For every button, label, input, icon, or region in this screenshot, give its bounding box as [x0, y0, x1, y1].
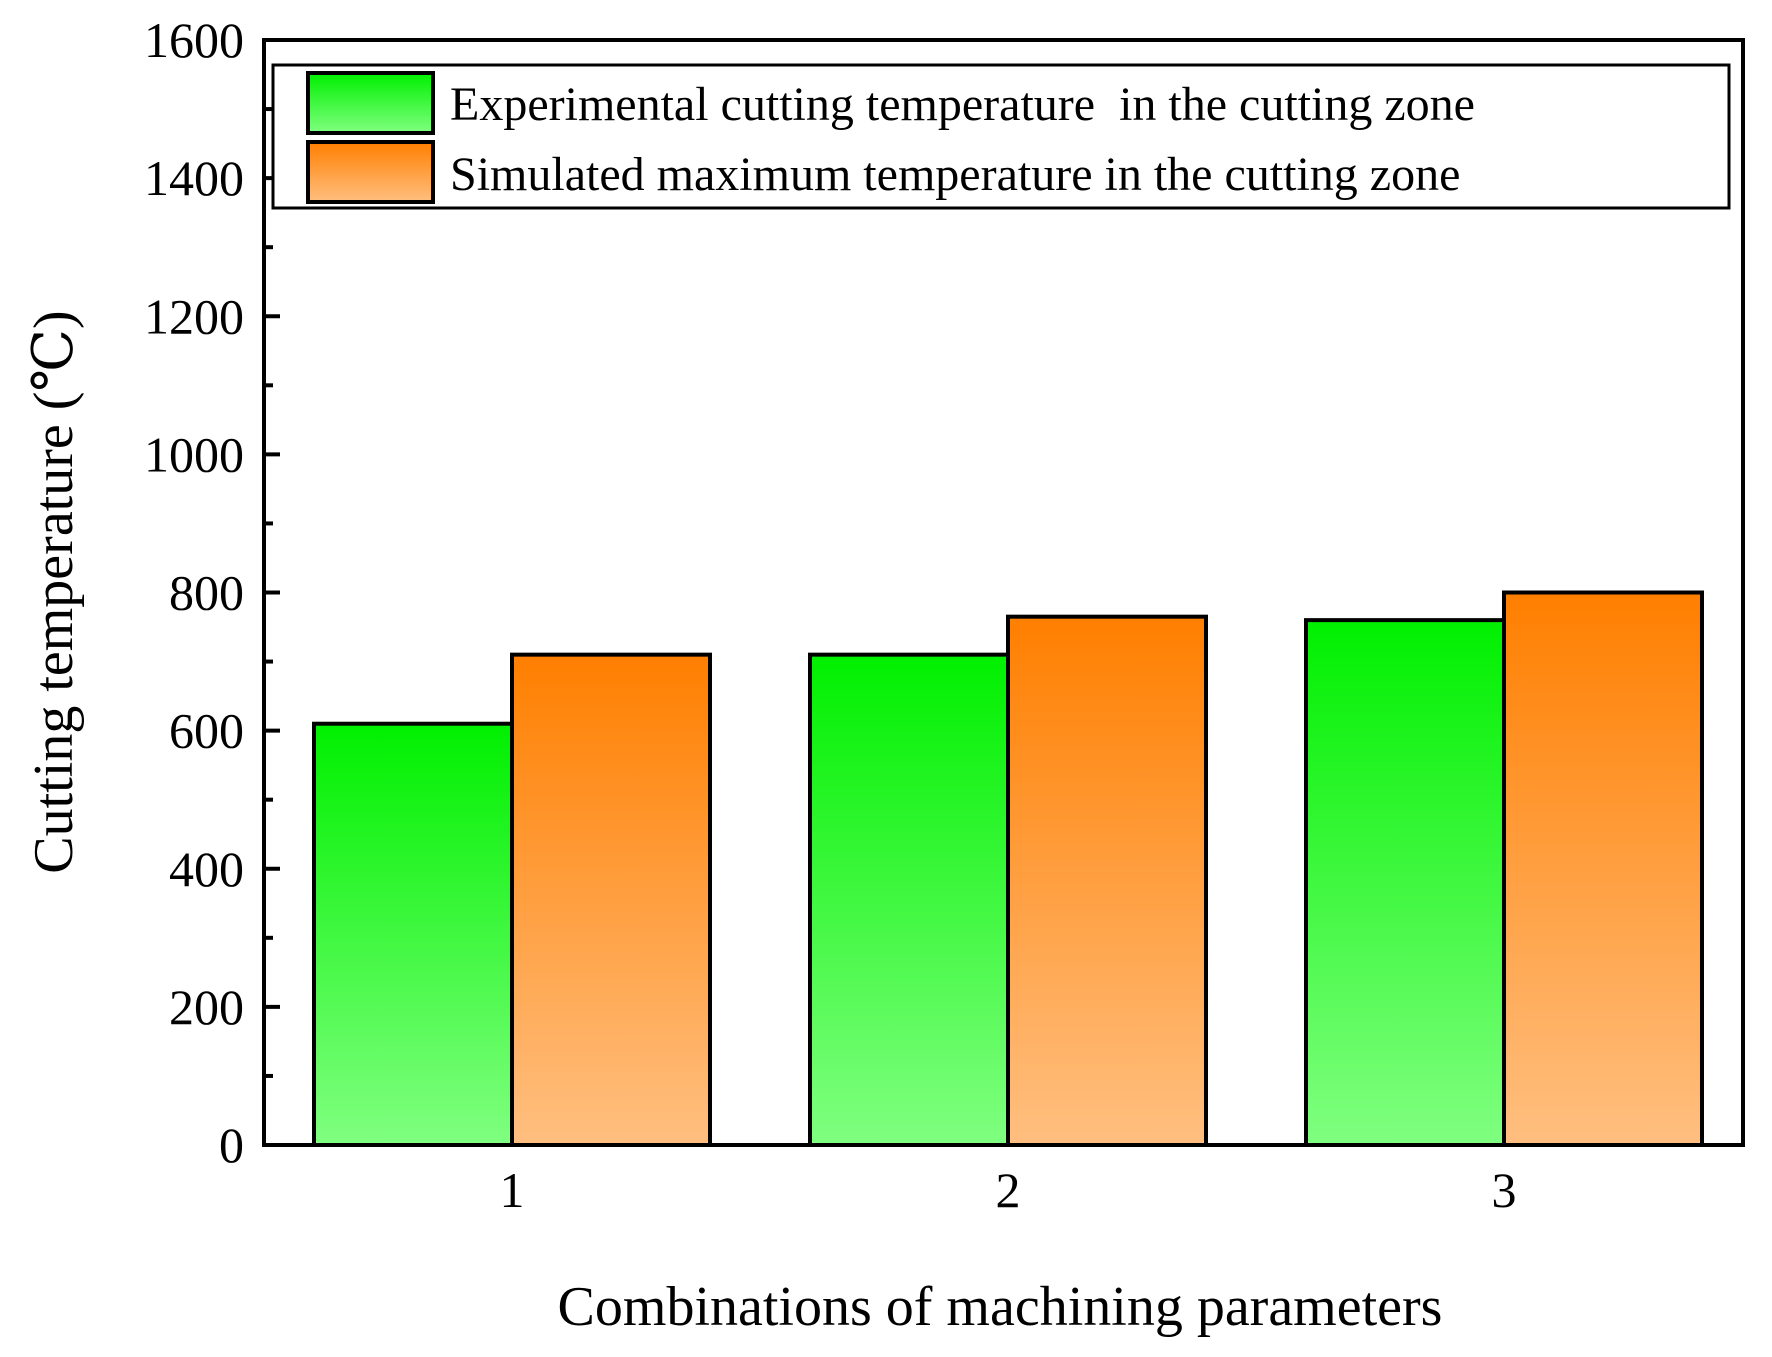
x-axis-title: Combinations of machining parameters — [558, 1276, 1443, 1338]
x-axis-ticks: 1 2 3 — [500, 1131, 1517, 1218]
y-axis-ticks: 0 200 400 600 800 1000 1200 1400 1600 — [144, 12, 280, 1173]
y-tick-label-200: 200 — [169, 979, 244, 1035]
legend-swatch-experimental — [306, 71, 435, 135]
x-tick-label-2: 2 — [996, 1162, 1021, 1218]
x-tick-label-3: 3 — [1492, 1162, 1517, 1218]
bar-experimental-2 — [808, 652, 1010, 1147]
y-tick-label-600: 600 — [169, 703, 244, 759]
legend-label-experimental: Experimental cutting temperature in the … — [450, 78, 1475, 131]
legend-swatch-simulated — [306, 140, 435, 204]
plot-frame — [262, 38, 1745, 1147]
bar-experimental-3 — [1304, 618, 1506, 1147]
x-tick-label-1: 1 — [500, 1162, 525, 1218]
bar-simulated-3 — [1502, 590, 1704, 1147]
legend-box — [271, 63, 1731, 210]
bar-experimental-1 — [312, 721, 514, 1147]
y-tick-label-1600: 1600 — [144, 12, 244, 68]
y-tick-label-1400: 1400 — [144, 150, 244, 206]
y-tick-label-1200: 1200 — [144, 288, 244, 344]
bar-simulated-1 — [510, 652, 712, 1147]
bar-simulated-2 — [1006, 614, 1208, 1147]
y-tick-label-400: 400 — [169, 841, 244, 897]
y-axis-title: Cutting temperature (℃) — [23, 310, 85, 873]
y-tick-label-0: 0 — [219, 1117, 244, 1173]
legend-label-simulated: Simulated maximum temperature in the cut… — [450, 148, 1460, 201]
y-tick-label-800: 800 — [169, 565, 244, 621]
bars-layer — [312, 590, 1704, 1147]
y-tick-label-1000: 1000 — [144, 426, 244, 482]
legend: Experimental cutting temperature in the … — [271, 63, 1731, 210]
